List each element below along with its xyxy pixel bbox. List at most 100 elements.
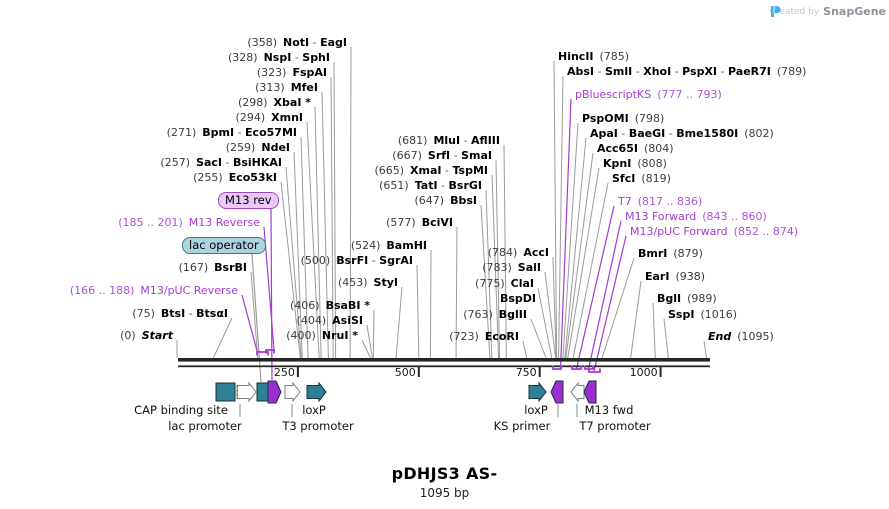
site-label: (524) BamHI (350, 239, 427, 252)
feature-m13-fwd-primer (583, 380, 597, 404)
feature-lac-promoter (236, 381, 257, 403)
site-leader-line (485, 189, 493, 359)
site-leader-line (553, 60, 558, 359)
site-label: (271) BpmI - Eco57MI (166, 126, 297, 139)
primer-bracket (588, 368, 601, 373)
site-label: BglI (989) (657, 292, 717, 305)
site-leader-line (349, 46, 352, 359)
site-label: (400) NruI * (286, 329, 358, 342)
site-leader-line (395, 286, 403, 359)
feature-label: loxP (524, 403, 548, 417)
site-label: (651) TatI - BsrGI (379, 179, 482, 192)
site-label: (257) SacI - BsiHKAI (160, 156, 282, 169)
badge-leader-line (270, 207, 273, 381)
map-axis-underline (178, 365, 710, 368)
feature-ks-primer (550, 380, 564, 404)
primer-leader-line (593, 235, 627, 373)
badge-m13-rev: M13 rev (218, 192, 279, 209)
site-leader-line (372, 309, 375, 359)
title-block: pDHJS3 AS- 1095 bp (0, 464, 889, 500)
site-label: (313) MfeI (255, 81, 318, 94)
map-axis-line (178, 358, 710, 362)
primer-label: (185 .. 201) M13 Reverse (118, 216, 260, 229)
site-label: EarI (938) (645, 270, 706, 283)
site-leader-line (552, 256, 557, 359)
primer-bracket (265, 349, 275, 354)
primer-leader-line (575, 205, 615, 370)
ruler-tick-label: 250 (273, 366, 295, 379)
primer-label: pBluescriptKS (777 .. 793) (575, 88, 722, 101)
site-leader-line (429, 249, 432, 359)
site-label: (0) Start (120, 329, 173, 342)
site-leader-line (491, 174, 500, 359)
ruler-tick (296, 366, 299, 377)
snapgene-logo-icon (770, 6, 781, 17)
site-leader-line (333, 61, 337, 359)
site-label: (763) BglII (463, 308, 527, 321)
site-label: (167) BsrBI (178, 261, 247, 274)
ruler-tick-label: 1000 (629, 366, 658, 379)
site-label: (294) XmnI (235, 111, 303, 124)
site-label: PspOMI (798) (582, 112, 665, 125)
site-leader-line (416, 264, 420, 359)
feature-loxp-left (306, 381, 327, 403)
site-leader-line (567, 167, 600, 359)
site-label: (577) BciVI (386, 216, 453, 229)
site-label: (298) XbaI * (237, 96, 311, 109)
site-leader-line (285, 166, 302, 359)
primer-leader-line (559, 98, 572, 370)
primer-leader-line (263, 226, 275, 353)
site-label: (255) Eco53kI (193, 171, 277, 184)
primer-leader-line (241, 294, 258, 353)
ruler-tick-label: 500 (394, 366, 416, 379)
primer-bracket (256, 351, 269, 356)
site-leader-line (652, 302, 656, 359)
site-label: (453) StyI (337, 276, 398, 289)
site-label: (75) BtsI - BtsαI (132, 307, 228, 320)
feature-label: T3 promoter (282, 419, 354, 433)
site-label: (775) ClaI (475, 277, 534, 290)
site-leader-line (495, 159, 501, 359)
primer-label: M13 Forward (843 .. 860) (625, 210, 767, 223)
site-label: (406) BsaBI * (289, 299, 370, 312)
site-label: (723) EcoRI (449, 330, 519, 343)
site-leader-line (663, 318, 669, 359)
site-label: (328) NspI - SphI (227, 51, 330, 64)
site-label: (783) SalI (482, 261, 541, 274)
site-leader-line (562, 122, 579, 359)
site-label: (323) FspAI (256, 66, 327, 79)
primer-bracket (552, 365, 562, 370)
ruler-tick-label: 750 (515, 366, 537, 379)
site-label: KpnI (808) (603, 157, 667, 170)
site-label: ApaI - BaeGI - Bme1580I (802) (590, 127, 774, 140)
site-label: (259) NdeI (225, 141, 290, 154)
site-label: (784) AccI (487, 246, 549, 259)
ruler-tick (417, 366, 420, 377)
feature-m13-rev-primer (267, 380, 282, 404)
watermark-brand: SnapGene (823, 5, 886, 18)
site-leader-line (250, 271, 259, 359)
site-leader-line (293, 151, 303, 359)
site-label: BspDI (499, 292, 536, 305)
site-label: (358) NotI - EagI (247, 36, 347, 49)
site-leader-line (703, 340, 708, 359)
site-leader-line (565, 152, 594, 359)
site-leader-line (544, 271, 557, 359)
site-leader-line (522, 340, 528, 359)
site-label: AbsI - SmlI - XhoI - PspXI - PaeR7I (789) (567, 65, 807, 78)
primer-label: M13/pUC Forward (852 .. 874) (630, 225, 799, 238)
watermark: Created by SnapGene (770, 5, 886, 18)
primer-label: (166 .. 188) M13/pUC Reverse (69, 284, 238, 297)
site-label: Acc65I (804) (597, 142, 674, 155)
primer-leader-line (587, 220, 622, 370)
watermark-created-by: Created by (769, 6, 820, 17)
plasmid-size: 1095 bp (419, 486, 470, 500)
feature-label: T7 promoter (579, 419, 651, 433)
feature-label: KS primer (493, 419, 551, 433)
feature-label: M13 fwd (584, 403, 634, 417)
site-leader-line (564, 137, 587, 359)
site-label: End (1095) (708, 330, 774, 343)
site-label: (681) MluI - AflIII (397, 134, 500, 147)
site-leader-line (366, 324, 373, 359)
site-leader-line (601, 257, 635, 359)
